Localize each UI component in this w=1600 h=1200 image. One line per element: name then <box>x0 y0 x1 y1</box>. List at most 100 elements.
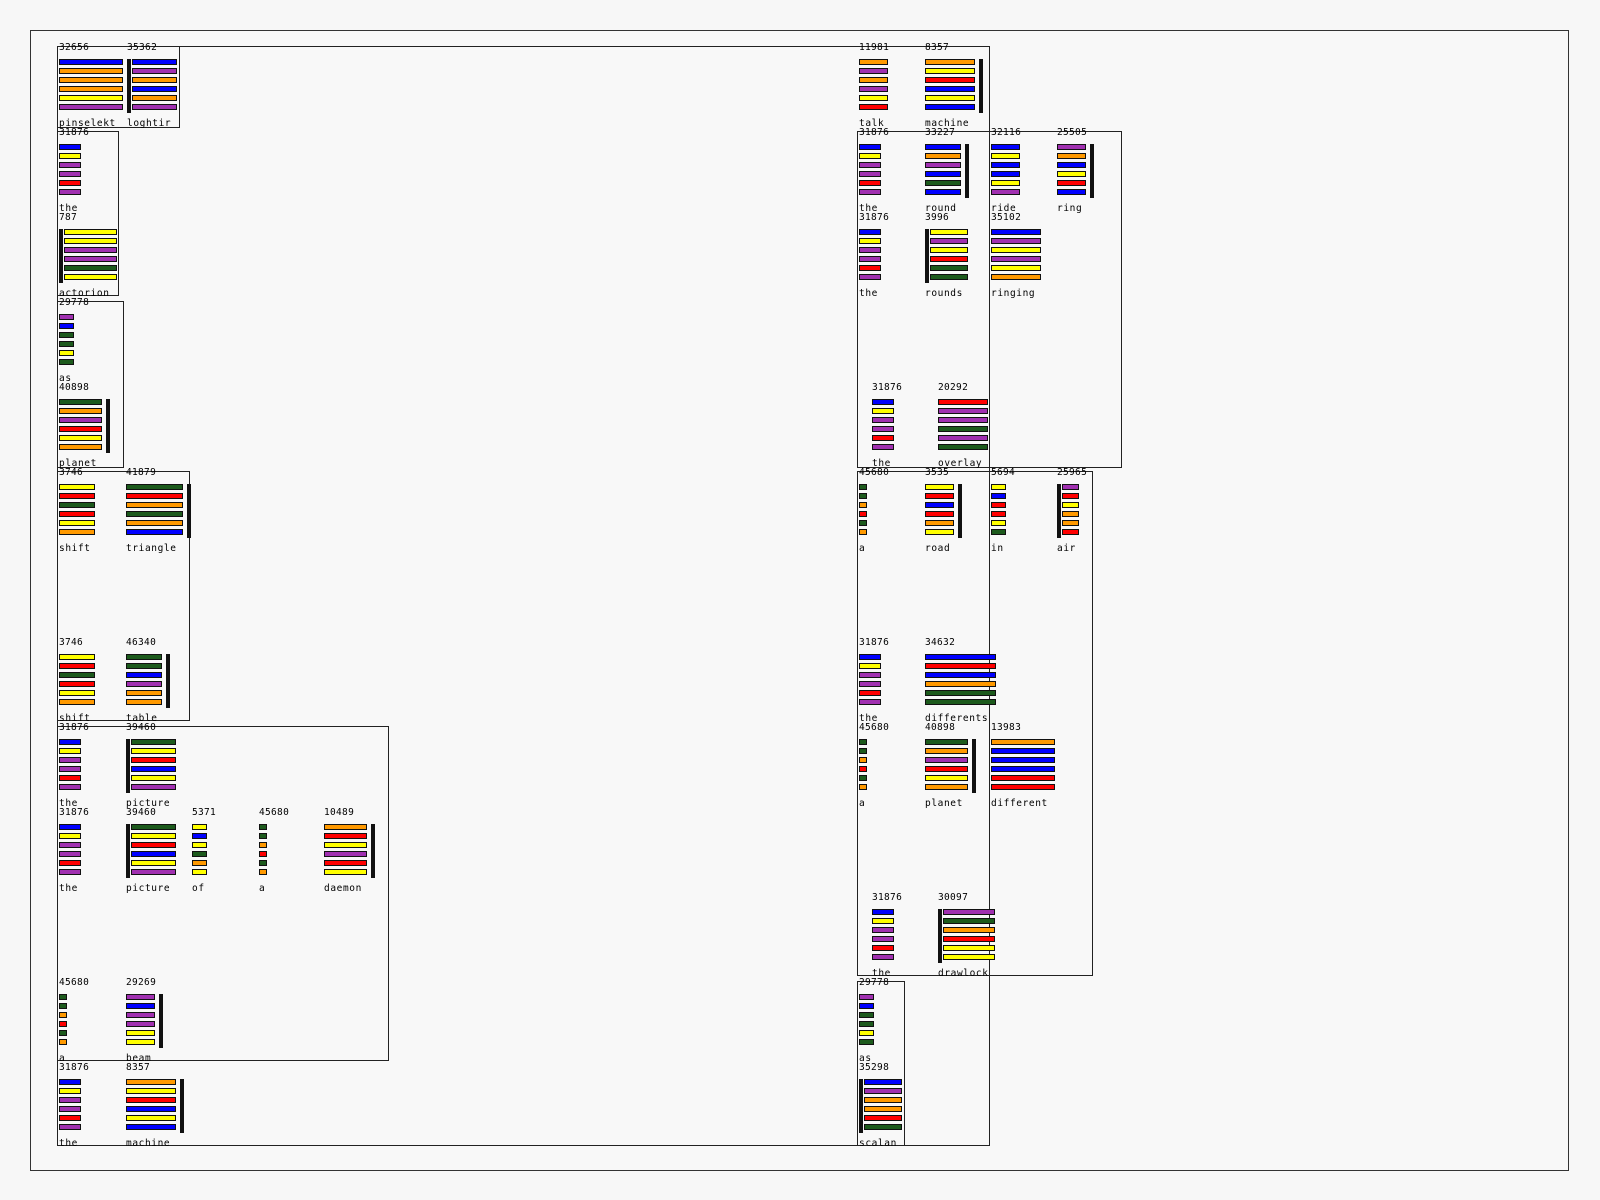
color-bar <box>938 444 988 450</box>
marker-line <box>1057 484 1061 538</box>
color-bar <box>64 238 117 244</box>
marker-line <box>371 824 375 878</box>
color-bar <box>872 936 894 942</box>
color-bar <box>131 757 176 763</box>
word-count: 25965 <box>1057 467 1088 478</box>
color-bar <box>64 229 117 235</box>
word-glyph: 787 actorion <box>59 213 125 299</box>
color-bar <box>131 766 176 772</box>
word-glyph: 8357 machine <box>925 43 983 129</box>
color-bar <box>930 274 968 280</box>
word-label: planet <box>925 798 963 809</box>
color-bar <box>859 274 881 280</box>
group-box-ring <box>857 131 1122 468</box>
color-bar <box>126 690 162 696</box>
color-bar <box>131 833 176 839</box>
color-bar <box>59 869 81 875</box>
marker-line <box>1090 144 1094 198</box>
color-bar <box>925 171 961 177</box>
color-bar <box>859 502 867 508</box>
color-bar <box>925 784 968 790</box>
word-glyph: 11981 talk <box>859 43 899 129</box>
word-glyph: 30097 drawlock <box>938 893 1003 979</box>
color-bar <box>1057 180 1086 186</box>
color-bar <box>59 842 81 848</box>
word-glyph: 45680 a <box>859 468 899 554</box>
color-bar <box>59 1021 67 1027</box>
word-count: 31876 <box>859 212 890 223</box>
color-bar <box>859 1003 874 1009</box>
color-bar <box>59 1115 81 1121</box>
marker-line <box>979 59 983 113</box>
color-bar <box>925 690 996 696</box>
marker-line <box>126 824 130 878</box>
color-bar <box>132 68 177 74</box>
color-bar <box>1057 144 1086 150</box>
color-bar <box>59 104 123 110</box>
color-bar <box>59 699 95 705</box>
color-bar <box>59 1039 67 1045</box>
marker-line <box>925 229 929 283</box>
color-bar <box>859 994 874 1000</box>
marker-line <box>187 484 191 538</box>
color-bar <box>259 869 267 875</box>
color-bar <box>859 681 881 687</box>
color-bar <box>925 95 975 101</box>
color-bar <box>126 502 183 508</box>
color-bar <box>1062 502 1079 508</box>
color-bar <box>64 274 117 280</box>
color-bar <box>925 59 975 65</box>
word-glyph: 8357 machine <box>126 1063 184 1149</box>
color-bar <box>59 359 74 365</box>
color-bar <box>943 945 995 951</box>
color-bar <box>192 824 207 830</box>
color-bar <box>859 484 867 490</box>
color-bar <box>859 654 881 660</box>
color-bar <box>126 1030 155 1036</box>
word-label: different <box>991 798 1048 809</box>
color-bar <box>943 936 995 942</box>
color-bar <box>59 994 67 1000</box>
color-bar <box>943 909 995 915</box>
group-box-scalan <box>857 981 905 1146</box>
word-glyph: 31876 the <box>872 383 912 469</box>
color-bar <box>59 1097 81 1103</box>
word-label: road <box>925 543 951 554</box>
color-bar <box>859 757 867 763</box>
word-count: 29778 <box>59 297 90 308</box>
word-count: 32656 <box>59 42 90 53</box>
color-bar <box>259 860 267 866</box>
color-bar <box>126 493 183 499</box>
word-count: 45680 <box>859 722 890 733</box>
color-bar <box>859 699 881 705</box>
color-bar <box>1062 520 1079 526</box>
color-bar <box>991 511 1006 517</box>
word-count: 45680 <box>259 807 290 818</box>
color-bar <box>64 247 117 253</box>
word-label: ringing <box>991 288 1036 299</box>
color-bar <box>859 59 888 65</box>
color-bar <box>991 757 1055 763</box>
color-bar <box>864 1079 902 1085</box>
group-box-different <box>857 471 1093 976</box>
word-label: the <box>59 798 78 809</box>
word-label: loghtir <box>127 118 172 129</box>
color-bar <box>131 851 176 857</box>
word-label: planet <box>59 458 97 469</box>
color-bar <box>925 511 954 517</box>
color-bar <box>192 833 207 839</box>
color-bar <box>126 663 162 669</box>
color-bar <box>59 511 95 517</box>
color-bar <box>859 229 881 235</box>
word-count: 32116 <box>991 127 1022 138</box>
color-bar <box>859 511 867 517</box>
color-bar <box>925 180 961 186</box>
color-bar <box>925 529 954 535</box>
color-bar <box>59 180 81 186</box>
group-box-planet <box>57 301 124 468</box>
color-bar <box>872 444 894 450</box>
color-bar <box>925 86 975 92</box>
color-bar <box>859 672 881 678</box>
word-glyph: 39460 picture <box>126 723 184 809</box>
color-bar <box>859 265 881 271</box>
